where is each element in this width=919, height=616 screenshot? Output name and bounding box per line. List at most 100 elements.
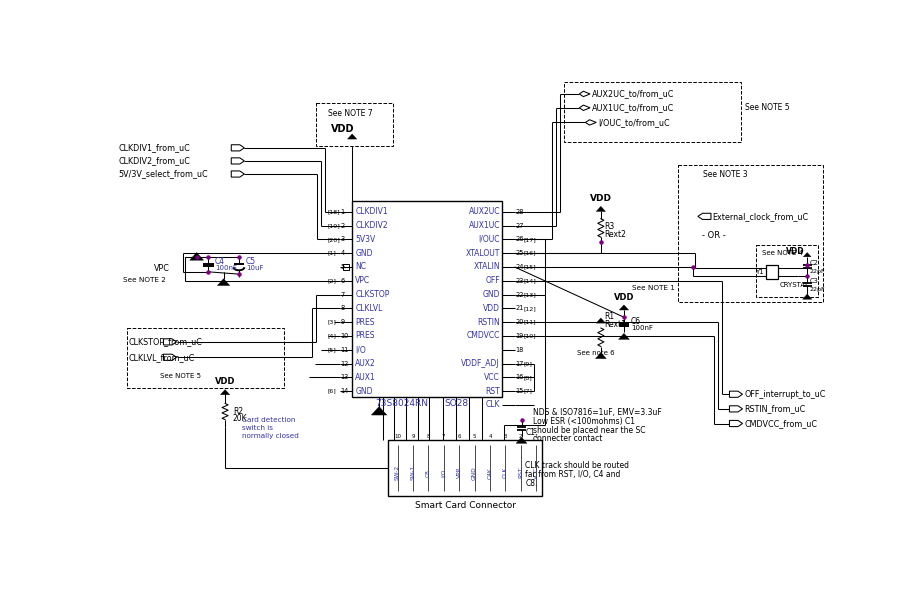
Polygon shape [371, 407, 386, 415]
Bar [352, 201, 502, 397]
Text: [7]: [7] [523, 389, 531, 394]
Text: VDD: VDD [482, 304, 499, 313]
Polygon shape [516, 437, 527, 444]
Text: Low ESR (<100mohms) C1: Low ESR (<100mohms) C1 [532, 418, 634, 426]
Text: 10: 10 [393, 434, 401, 439]
Text: C8.: C8. [525, 479, 538, 488]
Text: VDDF_ADJ: VDDF_ADJ [460, 359, 499, 368]
Text: 22pF: 22pF [809, 287, 824, 292]
Text: [1]: [1] [327, 251, 336, 256]
Text: VPP: VPP [456, 467, 461, 479]
Text: RST: RST [517, 467, 523, 479]
Text: [13]: [13] [523, 292, 535, 297]
Text: 5V3V: 5V3V [355, 235, 375, 244]
Polygon shape [802, 253, 811, 257]
Text: SW-1: SW-1 [410, 465, 415, 480]
Text: PRES: PRES [355, 331, 374, 341]
Polygon shape [801, 294, 811, 299]
Text: CLK: CLK [485, 400, 499, 410]
Text: CLKLVL: CLKLVL [355, 304, 382, 313]
Text: AUX1UC: AUX1UC [468, 221, 499, 230]
Text: C4K: C4K [487, 467, 492, 479]
Text: 28: 28 [515, 209, 523, 215]
Text: NDS & ISO7816=1uF, EMV=3.3uF: NDS & ISO7816=1uF, EMV=3.3uF [532, 408, 661, 417]
Text: See NOTE 2: See NOTE 2 [123, 277, 166, 283]
Text: [18]: [18] [327, 209, 340, 214]
Text: [4]: [4] [327, 333, 336, 338]
Bar [563, 81, 740, 142]
Text: 3: 3 [503, 434, 506, 439]
Text: 4: 4 [340, 250, 345, 256]
Text: VDD: VDD [613, 293, 633, 302]
Text: [19]: [19] [327, 223, 340, 228]
Text: R1: R1 [604, 312, 614, 321]
Text: CLKDIV2_from_uC: CLKDIV2_from_uC [119, 156, 190, 166]
Text: should be placed near the SC: should be placed near the SC [532, 426, 645, 435]
Text: Card detection: Card detection [242, 418, 295, 423]
Text: 19: 19 [515, 333, 523, 339]
Text: GND: GND [471, 466, 477, 480]
Text: CLKLVL_from_uC: CLKLVL_from_uC [129, 353, 195, 362]
Polygon shape [221, 390, 230, 395]
Text: C1: C1 [525, 428, 535, 437]
Text: connecter contact: connecter contact [532, 434, 602, 444]
Text: 5: 5 [472, 434, 476, 439]
Text: RST: RST [484, 387, 499, 395]
Text: C6: C6 [630, 317, 641, 326]
Text: [8]: [8] [523, 375, 531, 380]
Text: CLKDIV1_from_uC: CLKDIV1_from_uC [119, 144, 190, 152]
Text: VCC: VCC [533, 467, 539, 479]
Text: 73S8024RN: 73S8024RN [375, 399, 427, 408]
Polygon shape [217, 278, 230, 285]
Text: See NOTE 1: See NOTE 1 [631, 285, 674, 291]
Text: 20: 20 [515, 319, 523, 325]
Text: VPC: VPC [154, 264, 170, 274]
Text: R3: R3 [604, 222, 614, 231]
Text: [17]: [17] [523, 237, 535, 242]
Text: CLK: CLK [503, 467, 507, 479]
Text: GND: GND [355, 249, 372, 257]
Text: CMDVCC: CMDVCC [466, 331, 499, 341]
Text: 23: 23 [515, 278, 523, 284]
Text: C5: C5 [245, 256, 255, 265]
Text: Rext2: Rext2 [604, 230, 626, 240]
Text: 17: 17 [515, 360, 523, 367]
Text: 27: 27 [515, 222, 523, 229]
Text: 18: 18 [515, 347, 523, 353]
Polygon shape [618, 333, 629, 339]
Text: CLKDIV1: CLKDIV1 [355, 207, 388, 216]
Text: switch is: switch is [242, 425, 273, 431]
Text: OFF_interrupt_to_uC: OFF_interrupt_to_uC [743, 390, 824, 399]
Bar [388, 440, 542, 496]
Text: SW-2: SW-2 [394, 465, 400, 480]
Text: AUX2UC_to/from_uC: AUX2UC_to/from_uC [591, 89, 674, 99]
Text: CLK track should be routed: CLK track should be routed [525, 461, 629, 469]
Text: XTALOUT: XTALOUT [465, 249, 499, 257]
Text: 1: 1 [340, 209, 345, 215]
Bar [315, 103, 392, 145]
Text: C4: C4 [215, 256, 225, 265]
Text: 6: 6 [340, 278, 345, 284]
Text: 22pF: 22pF [809, 269, 824, 274]
Text: RSTIN: RSTIN [477, 318, 499, 326]
Text: 5V/3V_select_from_uC: 5V/3V_select_from_uC [119, 169, 209, 179]
Text: GND: GND [482, 290, 499, 299]
Text: SO28: SO28 [444, 399, 468, 408]
Text: 9: 9 [340, 319, 345, 325]
Text: CLKSTOP_from_uC: CLKSTOP_from_uC [129, 338, 202, 346]
Text: OFF: OFF [485, 276, 499, 285]
Polygon shape [189, 253, 203, 260]
Text: VDD: VDD [589, 194, 611, 203]
Text: 100nF: 100nF [630, 325, 652, 331]
Text: I/OUC_to/from_uC: I/OUC_to/from_uC [597, 118, 669, 127]
Text: 8: 8 [426, 434, 430, 439]
Text: [2]: [2] [327, 278, 336, 283]
Bar [755, 245, 817, 298]
Text: 9: 9 [411, 434, 414, 439]
Polygon shape [595, 352, 606, 359]
Text: CRYSTAL: CRYSTAL [778, 282, 809, 288]
Text: 8: 8 [340, 306, 345, 311]
Text: [12]: [12] [523, 306, 535, 311]
Text: Y1: Y1 [754, 269, 764, 275]
Text: VCC: VCC [483, 373, 499, 382]
